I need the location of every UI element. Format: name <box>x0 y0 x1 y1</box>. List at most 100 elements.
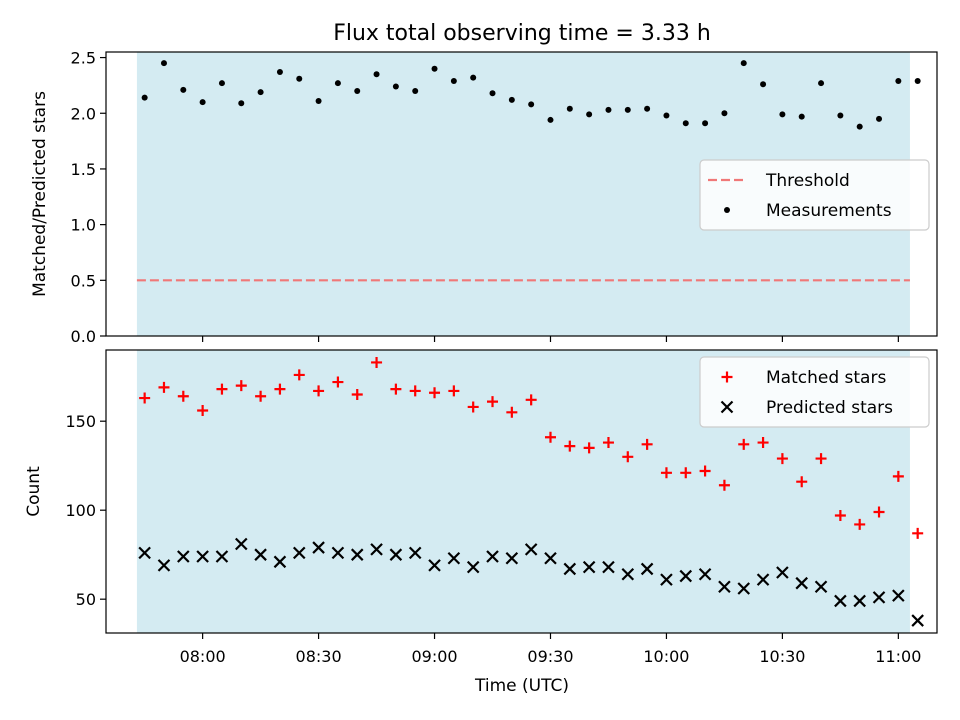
data-point <box>641 438 653 450</box>
data-point <box>505 551 519 565</box>
data-point <box>331 546 345 560</box>
data-point <box>718 580 731 594</box>
data-point <box>255 390 267 402</box>
data-point <box>450 77 457 84</box>
data-point <box>412 87 419 94</box>
data-point <box>663 112 670 119</box>
data-point <box>470 74 477 81</box>
data-point <box>196 550 209 563</box>
data-point <box>856 123 863 130</box>
data-point <box>235 537 248 551</box>
data-point <box>757 437 769 449</box>
data-point <box>254 548 267 561</box>
data-point <box>644 105 651 112</box>
y-tick-label: 0.0 <box>71 327 96 346</box>
data-point <box>779 111 786 118</box>
data-point <box>853 594 866 608</box>
data-point <box>776 453 788 465</box>
y-tick-label: 2.0 <box>71 104 96 123</box>
y-axis-label: Matched/Predicted stars <box>30 91 50 297</box>
data-point <box>431 65 438 72</box>
x-axis-label: Time (UTC) <box>474 676 569 696</box>
data-point <box>141 94 148 101</box>
panel-ratio: 0.0 0.5 1.0 1.5 2.0 2.5 Matched/Predicted star… <box>30 49 938 346</box>
data-point <box>682 120 689 127</box>
data-point <box>776 566 789 579</box>
data-point <box>350 548 364 561</box>
data-point <box>621 567 635 581</box>
data-point <box>605 106 612 113</box>
data-point <box>139 392 151 404</box>
data-point <box>467 401 479 413</box>
data-point <box>408 546 422 560</box>
legend-box <box>699 356 930 428</box>
data-point <box>177 390 189 402</box>
data-point <box>158 381 170 393</box>
x-tick-label: 10:00 <box>643 647 689 666</box>
data-point <box>796 476 808 488</box>
y-tick-label: 2.5 <box>71 49 96 68</box>
data-point <box>332 376 344 388</box>
data-point <box>680 467 692 479</box>
y-tick-label: 1.5 <box>71 160 96 179</box>
data-point <box>508 96 515 103</box>
data-point <box>235 380 247 392</box>
data-point <box>257 89 264 96</box>
data-point <box>177 550 190 563</box>
series-matched-stars <box>139 356 924 539</box>
legend-handle <box>724 207 730 213</box>
data-point <box>582 560 596 574</box>
data-point <box>489 90 496 97</box>
series-measurements <box>141 60 921 130</box>
data-point <box>238 100 245 107</box>
data-point <box>566 105 573 112</box>
y-axis-label: Count <box>24 466 44 517</box>
data-point <box>624 106 631 113</box>
data-point <box>274 383 286 395</box>
data-point <box>486 550 499 563</box>
y-tick-label: 150 <box>65 412 96 431</box>
data-point <box>702 120 709 127</box>
legend-label: Predicted stars <box>766 398 893 418</box>
data-point <box>392 83 399 90</box>
data-point <box>660 573 673 586</box>
data-point <box>872 591 886 604</box>
data-point <box>737 582 751 595</box>
x-tick-label: 09:30 <box>527 647 573 666</box>
data-point <box>563 562 577 576</box>
data-point <box>876 115 883 122</box>
data-point <box>354 87 361 94</box>
data-point <box>466 560 480 574</box>
y-tick-label: 1.0 <box>71 216 96 235</box>
data-point <box>895 77 902 84</box>
data-point <box>564 440 576 452</box>
legend-label: Measurements <box>766 201 892 221</box>
panel-count: 50 100 150 08:00 08:30 09:00 09:30 10:00 10:30 11… <box>24 349 938 666</box>
data-point <box>429 387 441 399</box>
data-point <box>660 467 672 479</box>
legend-handle <box>721 371 733 383</box>
data-point <box>373 71 380 78</box>
data-point <box>218 80 225 87</box>
data-point <box>760 81 767 88</box>
data-point <box>718 479 730 491</box>
legend-box <box>699 159 930 231</box>
data-point <box>911 614 924 627</box>
data-point <box>216 383 228 395</box>
data-point <box>602 437 614 449</box>
data-point <box>795 576 808 590</box>
data-point <box>525 394 537 406</box>
x-tick-label: 08:00 <box>180 647 226 666</box>
data-point <box>447 551 461 565</box>
data-point <box>197 405 209 417</box>
data-point <box>914 77 921 84</box>
data-point <box>814 580 828 594</box>
data-point <box>837 112 844 119</box>
series-predicted-stars <box>138 537 924 627</box>
data-point <box>854 518 866 530</box>
data-point <box>528 101 535 108</box>
data-point <box>389 548 403 561</box>
y-tick-label: 0.5 <box>71 271 96 290</box>
x-tick-label: 09:00 <box>411 647 457 666</box>
legend-handle <box>720 400 734 414</box>
